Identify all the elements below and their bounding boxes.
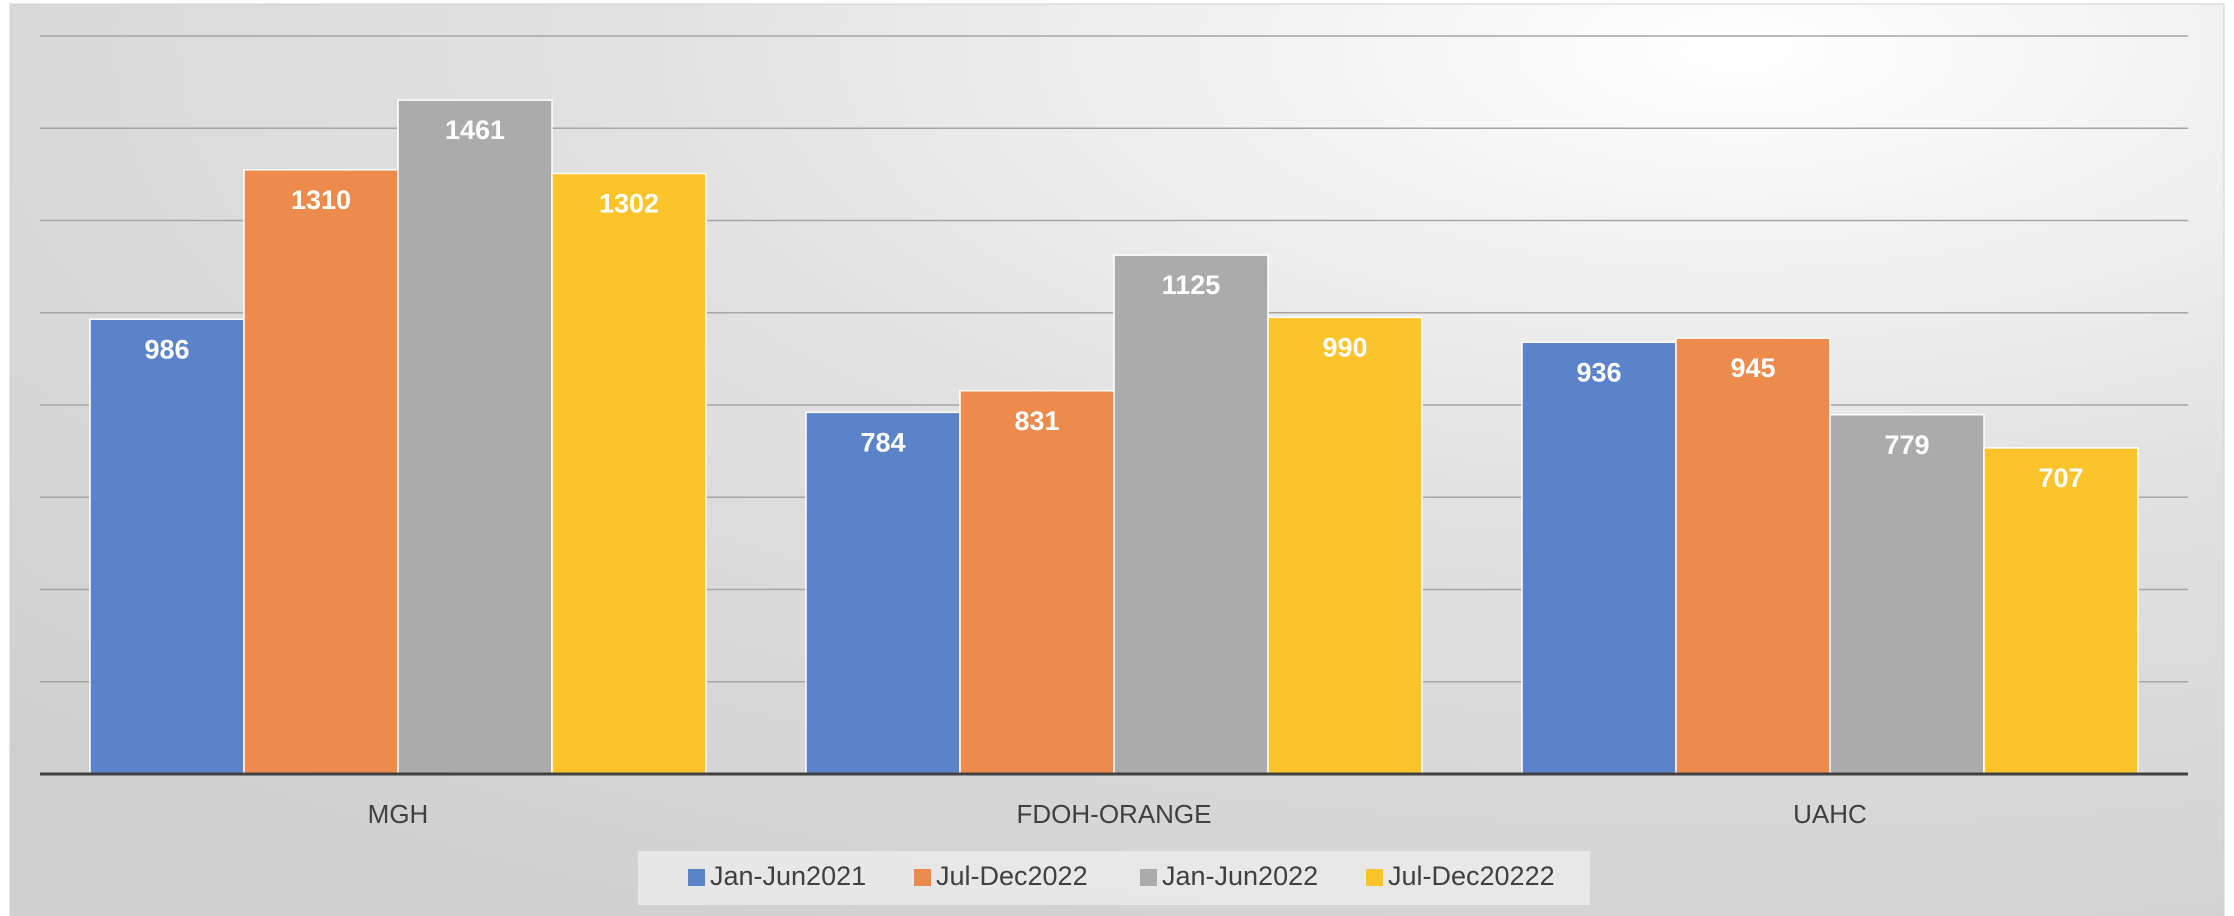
legend-label: Jan-Jun2021 [710, 861, 866, 891]
data-label: 990 [1322, 332, 1367, 362]
bar [1113, 254, 1269, 775]
legend-label: Jul-Dec2022 [936, 861, 1088, 891]
data-label: 1125 [1162, 270, 1221, 300]
bar [1829, 413, 1985, 775]
data-label: 1302 [599, 189, 659, 219]
data-label: 707 [2038, 463, 2083, 493]
legend-label: Jan-Jun2022 [1162, 861, 1318, 891]
bar [1267, 316, 1423, 775]
bar [1521, 341, 1677, 775]
data-label: 936 [1576, 357, 1621, 387]
bar [243, 169, 399, 775]
bar [959, 389, 1115, 775]
bar [397, 99, 553, 775]
data-label: 945 [1730, 353, 1775, 383]
data-label: 1310 [291, 185, 351, 215]
data-label: 1461 [445, 115, 505, 145]
x-tick-label: UAHC [1793, 799, 1867, 829]
x-tick-label: FDOH-ORANGE [1017, 799, 1212, 829]
legend-label: Jul-Dec20222 [1388, 861, 1555, 891]
bar [1983, 447, 2139, 775]
bar [89, 318, 245, 775]
legend-swatch [1140, 869, 1157, 886]
data-label: 986 [144, 334, 189, 364]
legend-swatch [688, 869, 705, 886]
data-label: 784 [860, 428, 905, 458]
legend-swatch [914, 869, 931, 886]
data-label: 831 [1014, 406, 1059, 436]
legend-box [638, 851, 1590, 905]
bar [1675, 337, 1831, 775]
bar [551, 172, 707, 775]
data-label: 779 [1884, 430, 1929, 460]
legend-swatch [1366, 869, 1383, 886]
bar [805, 411, 961, 775]
x-tick-label: MGH [368, 799, 429, 829]
